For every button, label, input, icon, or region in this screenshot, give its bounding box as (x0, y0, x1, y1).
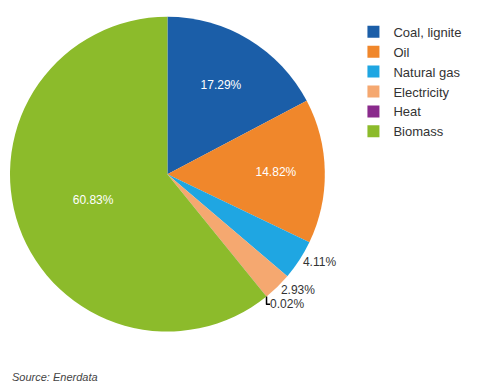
svg-text:Biomass: Biomass (393, 124, 443, 139)
svg-text:Electricity: Electricity (393, 85, 449, 100)
svg-text:4.11%: 4.11% (303, 255, 336, 269)
svg-text:Natural gas: Natural gas (393, 65, 460, 80)
svg-text:0.02%: 0.02% (270, 297, 304, 311)
svg-text:2.93%: 2.93% (281, 283, 315, 297)
svg-text:Heat: Heat (393, 104, 421, 119)
svg-text:14.82%: 14.82% (256, 165, 297, 179)
svg-text:Oil: Oil (393, 45, 409, 60)
svg-text:Coal, lignite: Coal, lignite (393, 25, 461, 40)
svg-text:Source: Enerdata: Source: Enerdata (12, 371, 98, 382)
svg-text:17.29%: 17.29% (201, 78, 242, 92)
svg-text:60.83%: 60.83% (73, 193, 114, 207)
